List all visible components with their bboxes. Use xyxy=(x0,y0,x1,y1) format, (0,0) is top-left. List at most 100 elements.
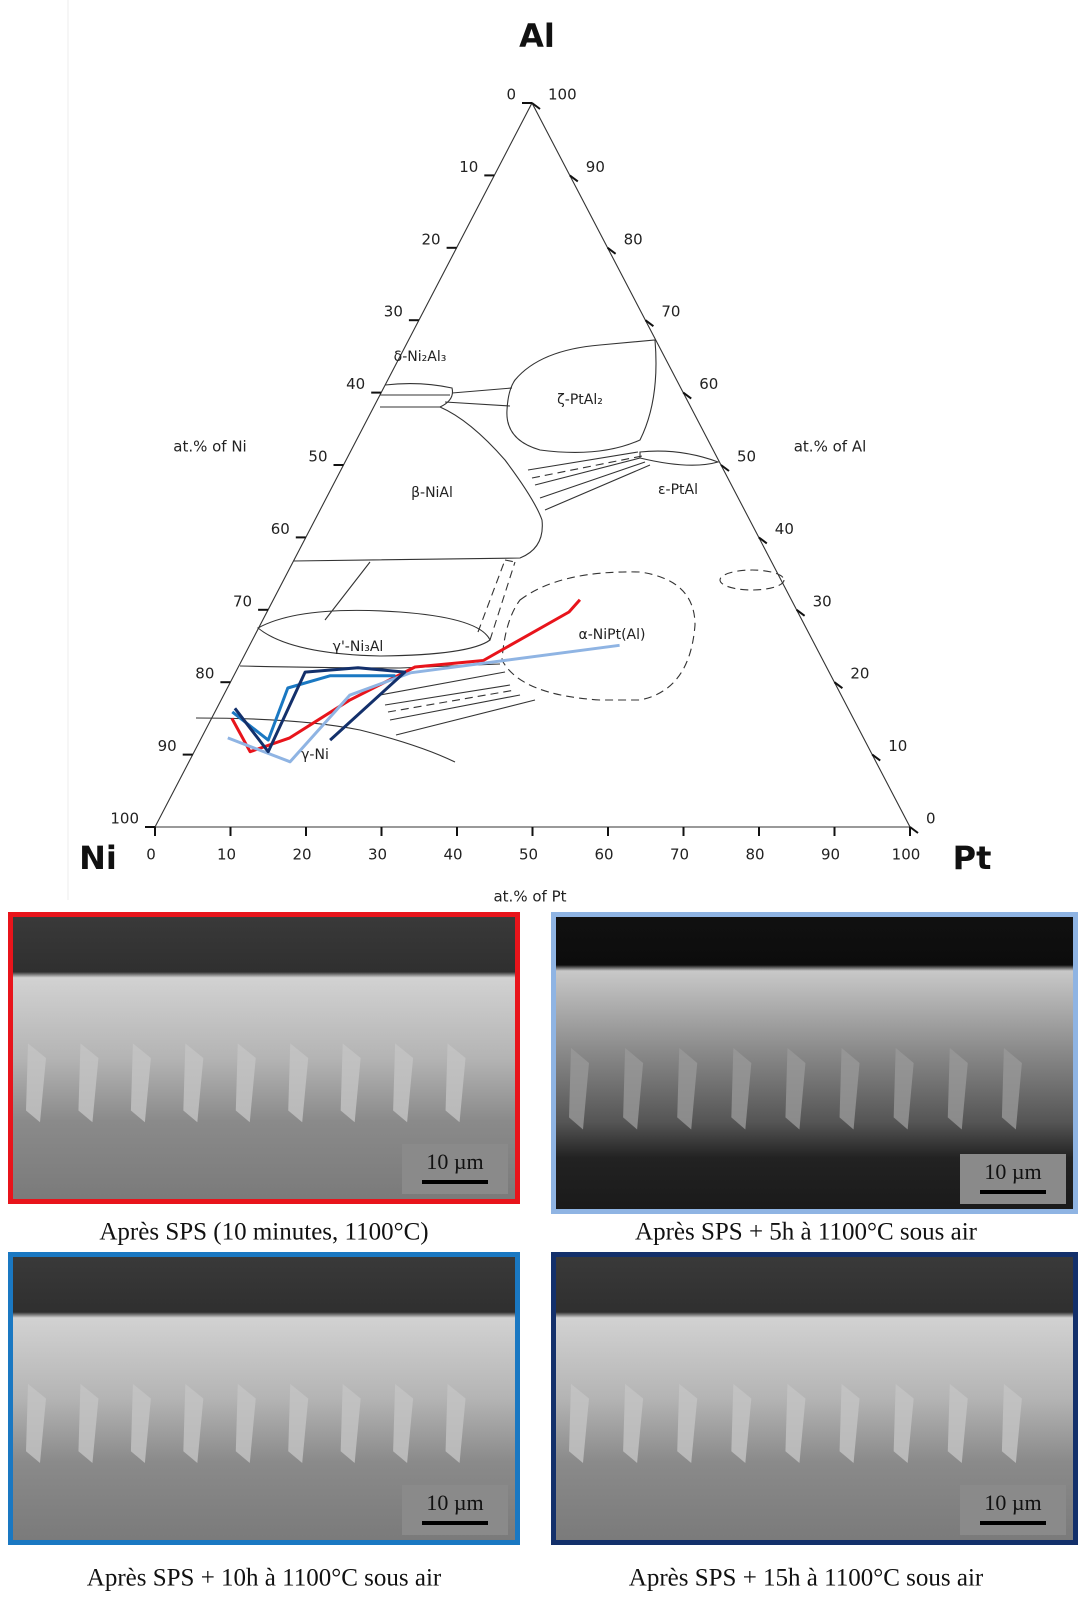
panel-frame xyxy=(551,1252,1078,1545)
grain xyxy=(1001,1047,1022,1130)
grain xyxy=(393,1043,414,1123)
tick-label: 80 xyxy=(624,230,643,248)
boundary xyxy=(719,569,785,591)
grain xyxy=(78,1383,99,1463)
tick-label: 40 xyxy=(346,375,365,393)
tick-label: 80 xyxy=(195,665,214,683)
tie-lines xyxy=(379,671,536,736)
scale-box xyxy=(960,1485,1066,1535)
tie-lines xyxy=(531,455,643,479)
tick-mark xyxy=(531,102,541,110)
tick-mark xyxy=(682,391,692,400)
tick-label: 30 xyxy=(384,303,403,321)
grain xyxy=(893,1047,914,1130)
tick-label: 30 xyxy=(813,592,832,610)
tick-label: 10 xyxy=(888,737,907,755)
tick-label: 100 xyxy=(892,846,921,864)
axis-label: at.% of Al xyxy=(794,438,867,456)
caption: Après SPS (10 minutes, 1100°C) xyxy=(99,1219,428,1246)
scale-label: 10 µm xyxy=(426,1490,483,1515)
grain xyxy=(26,1043,46,1123)
tick-label: 20 xyxy=(850,665,869,683)
grain xyxy=(235,1043,256,1123)
triangle xyxy=(154,101,911,828)
phase-label: ε-PtAl xyxy=(658,482,698,498)
phase-label: γ'-Ni₃Al xyxy=(333,639,384,655)
caption: Après SPS + 10h à 1100°C sous air xyxy=(87,1565,442,1592)
tick-label: 20 xyxy=(292,846,311,864)
phase-label: β-NiAl xyxy=(411,485,453,501)
phase-label: δ-Ni₂Al₃ xyxy=(394,349,447,365)
boundary xyxy=(380,383,454,408)
tick-mark xyxy=(606,247,617,255)
tick-label: 90 xyxy=(821,846,840,864)
tick-label: 10 xyxy=(459,158,478,176)
tick-label: 70 xyxy=(661,303,680,321)
micrograph: 10 µm xyxy=(551,912,1078,1214)
phase-label: ζ-PtAl₂ xyxy=(557,392,603,408)
tick-label: 100 xyxy=(548,86,577,104)
tick-label: 40 xyxy=(443,846,462,864)
boundary xyxy=(506,339,657,453)
grain xyxy=(340,1383,361,1463)
phase-boundaries xyxy=(154,101,911,828)
tick-label: 60 xyxy=(271,520,290,538)
axis-label: at.% of Pt xyxy=(493,888,566,906)
tick-label: 60 xyxy=(594,846,613,864)
corner-label: Ni xyxy=(79,839,117,877)
grain xyxy=(183,1043,204,1123)
tick-label: 50 xyxy=(308,448,327,466)
scale-box xyxy=(402,1144,508,1194)
grain xyxy=(288,1383,309,1463)
tick-label: 40 xyxy=(775,520,794,538)
tick-label: 30 xyxy=(368,846,387,864)
tick-label: 20 xyxy=(422,230,441,248)
tick-label: 50 xyxy=(519,846,538,864)
tick-label: 100 xyxy=(110,810,139,828)
scale-label: 10 µm xyxy=(984,1159,1041,1184)
tick-mark xyxy=(644,319,655,328)
grain xyxy=(623,1047,644,1130)
grain xyxy=(1001,1383,1022,1463)
grain xyxy=(130,1043,151,1123)
corner-label: Al xyxy=(519,17,555,55)
tick-label: 80 xyxy=(745,846,764,864)
tick-mark xyxy=(833,681,844,690)
grain xyxy=(340,1043,361,1123)
tick-label: 50 xyxy=(737,448,756,466)
micrograph: 10 µm xyxy=(8,912,520,1204)
phase-label: α-NiPt(Al) xyxy=(579,627,646,643)
tick-label: 0 xyxy=(146,846,156,864)
tick-label: 90 xyxy=(586,158,605,176)
diffusion-path xyxy=(227,643,620,764)
scale-label: 10 µm xyxy=(984,1490,1041,1515)
grain xyxy=(677,1383,698,1463)
grain xyxy=(288,1043,309,1123)
grain xyxy=(839,1047,860,1130)
tick-label: 10 xyxy=(217,846,236,864)
axis-label: at.% of Ni xyxy=(173,438,246,456)
grain xyxy=(78,1043,99,1123)
phase-label: γ-Ni xyxy=(301,747,329,763)
tick-mark xyxy=(569,174,579,183)
tick-label: 70 xyxy=(233,592,252,610)
caption: Après SPS + 15h à 1100°C sous air xyxy=(629,1565,984,1592)
micrograph: 10 µm xyxy=(8,1252,520,1545)
grain xyxy=(183,1383,204,1463)
grain xyxy=(731,1047,752,1130)
diffusion-path xyxy=(233,666,407,754)
grain xyxy=(569,1383,589,1463)
grain xyxy=(785,1383,806,1463)
tie-lines xyxy=(527,451,651,511)
grain xyxy=(130,1383,151,1463)
grain xyxy=(445,1383,466,1463)
boundary xyxy=(292,387,543,562)
boundary xyxy=(639,450,720,466)
scale-box xyxy=(402,1485,508,1535)
tie-lines xyxy=(387,689,516,713)
panel-frame xyxy=(551,912,1078,1214)
grain xyxy=(393,1383,414,1463)
tick-mark xyxy=(871,753,881,762)
grain xyxy=(731,1383,752,1463)
